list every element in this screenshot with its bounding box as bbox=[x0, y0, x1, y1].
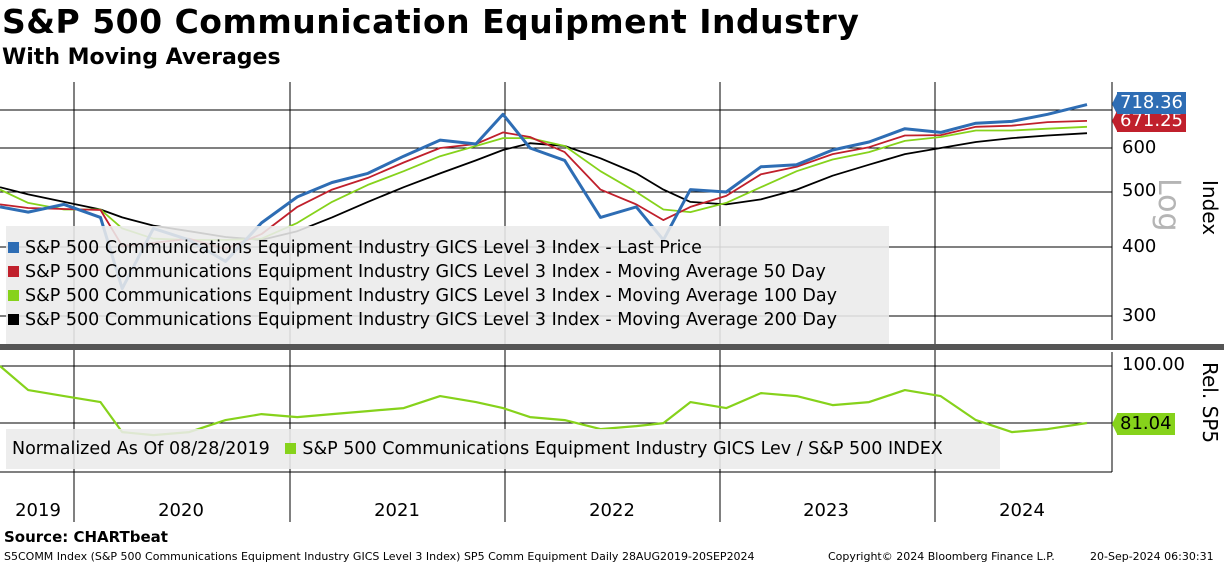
legend-swatch bbox=[8, 266, 19, 277]
badge-pointer bbox=[1112, 111, 1117, 131]
upper-axis-label: Index bbox=[1198, 180, 1222, 236]
chart-title: S&P 500 Communication Equipment Industry bbox=[2, 2, 860, 41]
x-year-2020: 2020 bbox=[158, 500, 204, 521]
series-line-ma200 bbox=[0, 132, 1088, 241]
legend-swatch bbox=[8, 242, 19, 253]
lower-legend: Normalized As Of 08/28/2019 S&P 500 Comm… bbox=[6, 429, 1000, 469]
y-tick-400: 400 bbox=[1122, 236, 1157, 257]
panel-separator bbox=[0, 344, 1224, 350]
legend-label: S&P 500 Communications Equipment Industr… bbox=[302, 439, 943, 459]
footer-left: S5COMM Index (S&P 500 Communications Equ… bbox=[4, 550, 755, 563]
x-year-2024: 2024 bbox=[999, 500, 1045, 521]
legend-label: S&P 500 Communications Equipment Industr… bbox=[25, 262, 826, 282]
legend-label: S&P 500 Communications Equipment Industr… bbox=[25, 286, 837, 306]
series-line-relative bbox=[0, 365, 1088, 437]
legend-swatch bbox=[8, 314, 19, 325]
legend-item-ma100: S&P 500 Communications Equipment Industr… bbox=[6, 284, 889, 308]
relative-badge: 81.04 bbox=[1117, 413, 1175, 435]
panel-frame bbox=[0, 82, 1224, 473]
badge-pointer bbox=[1112, 414, 1117, 434]
lower-axis-label: Rel. SP5 bbox=[1198, 362, 1222, 444]
upper-legend: S&P 500 Communications Equipment Industr… bbox=[6, 226, 889, 344]
y-tick-100: 100.00 bbox=[1122, 354, 1185, 375]
footer-copyright: Copyright© 2024 Bloomberg Finance L.P. bbox=[828, 550, 1055, 563]
legend-normalized-label: Normalized As Of 08/28/2019 bbox=[12, 439, 270, 459]
y-tick-500: 500 bbox=[1122, 180, 1157, 201]
y-tick-600: 600 bbox=[1122, 137, 1157, 158]
x-year-2023: 2023 bbox=[803, 500, 849, 521]
legend-label: S&P 500 Communications Equipment Industr… bbox=[25, 238, 702, 258]
x-year-2021: 2021 bbox=[374, 500, 420, 521]
source-label: Source: CHARTbeat bbox=[4, 528, 168, 546]
legend-label: S&P 500 Communications Equipment Industr… bbox=[25, 310, 837, 330]
legend-swatch bbox=[8, 290, 19, 301]
badge-pointer bbox=[1112, 94, 1117, 114]
ma50-badge: 671.25 bbox=[1117, 110, 1186, 132]
x-year-2019: 2019 bbox=[15, 500, 61, 521]
legend-item-ma50: S&P 500 Communications Equipment Industr… bbox=[6, 260, 889, 284]
legend-item-last-price: S&P 500 Communications Equipment Industr… bbox=[6, 236, 889, 260]
y-tick-300: 300 bbox=[1122, 305, 1157, 326]
log-scale-label: Log bbox=[1151, 178, 1186, 232]
legend-swatch bbox=[285, 443, 297, 454]
x-year-2022: 2022 bbox=[589, 500, 635, 521]
lower-series-group bbox=[0, 365, 1088, 437]
chart-subtitle: With Moving Averages bbox=[2, 45, 281, 70]
last-price-badge: 718.36 bbox=[1117, 92, 1186, 114]
legend-item-ma200: S&P 500 Communications Equipment Industr… bbox=[6, 308, 889, 332]
footer-timestamp: 20-Sep-2024 06:30:31 bbox=[1090, 550, 1214, 563]
